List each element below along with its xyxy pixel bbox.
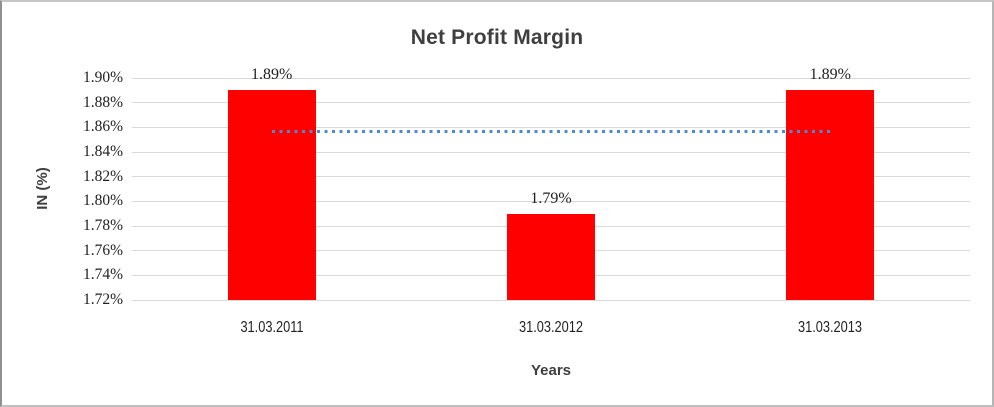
gridline [132, 151, 970, 153]
x-tick-label: 31.03.2013 [798, 319, 863, 336]
bar-31.03.2012 [507, 213, 595, 300]
gridline [132, 200, 970, 202]
x-tick-label: 31.03.2012 [518, 319, 584, 336]
gridline [132, 126, 970, 128]
x-tick-label: 31.03.2011 [240, 319, 304, 336]
data-label: 1.89% [809, 66, 851, 84]
y-tick-label: 1.84% [82, 143, 123, 160]
plot-area: 1.89% 1.79% 1.89% [132, 66, 970, 301]
gridline [132, 77, 970, 79]
gridline [132, 176, 970, 178]
gridline [132, 102, 970, 104]
y-tick-label: 1.82% [82, 167, 123, 185]
data-label: 1.79% [530, 189, 572, 207]
y-tick-label: 1.90% [82, 69, 123, 86]
trendline [271, 129, 831, 133]
bar-31.03.2011 [227, 90, 316, 300]
y-tick-label: 1.88% [82, 93, 123, 111]
y-tick-label: 1.72% [82, 291, 123, 308]
data-label: 1.89% [250, 66, 293, 84]
x-axis-title: Years [530, 362, 572, 379]
y-tick-label: 1.78% [82, 217, 123, 234]
y-tick-label: 1.86% [82, 118, 123, 136]
y-tick-label: 1.80% [82, 192, 123, 210]
x-axis-tick-labels: 31.03.2011 31.03.2012 31.03.2013 [132, 319, 970, 341]
y-tick-label: 1.76% [82, 241, 123, 259]
bar-31.03.2013 [786, 90, 875, 300]
gridline [132, 299, 970, 301]
chart-title: Net Profit Margin [410, 26, 584, 49]
y-axis-tick-labels: 1.90% 1.88% 1.86% 1.84% 1.82% 1.80% 1.78% 1.76%… [2, 69, 123, 308]
y-tick-label: 1.74% [82, 266, 123, 284]
